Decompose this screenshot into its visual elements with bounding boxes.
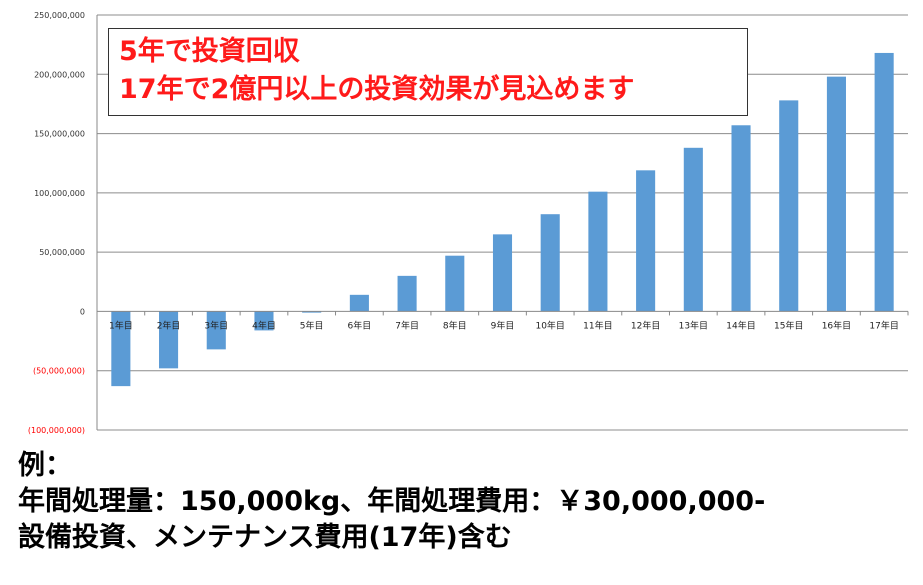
example-note: 例： 年間処理量：150,000kg、年間処理費用：￥30,000,000- 設…	[18, 448, 765, 556]
x-tick-label: 15年目	[774, 319, 803, 331]
y-tick-label: 100,000,000	[34, 189, 85, 198]
y-tick-label: 250,000,000	[34, 11, 85, 20]
x-tick-label: 12年目	[631, 319, 660, 331]
bar	[826, 76, 846, 312]
bar	[302, 311, 322, 313]
x-tick-label: 16年目	[822, 319, 851, 331]
y-tick-label: 50,000,000	[39, 248, 85, 257]
x-axis-ticks: 1年目 2年目 3年目 4年目 5年目 6年目 7年目 8年目 9年目 10年目 11年目 12年目 1…	[109, 311, 909, 331]
bar	[540, 214, 560, 312]
x-tick-label: 11年目	[583, 319, 612, 331]
bar	[636, 170, 656, 312]
bar	[445, 255, 465, 312]
bar	[349, 294, 369, 312]
callout-box: 5年で投資回収 17年で2億円以上の投資効果が見込めます	[108, 28, 748, 116]
bar	[492, 234, 513, 312]
x-tick-label: 6年目	[348, 319, 372, 331]
x-tick-label: 13年目	[679, 319, 708, 331]
bar	[731, 125, 751, 312]
bar-chart: 250,000,000 200,000,000 150,000,000 100,000…	[28, 11, 909, 435]
bar	[397, 275, 417, 312]
x-tick-label: 3年目	[204, 319, 228, 331]
x-tick-label: 9年目	[491, 319, 515, 331]
x-tick-label: 14年目	[726, 319, 755, 331]
y-tick-label: (100,000,000)	[28, 426, 85, 435]
x-tick-label: 17年目	[869, 319, 898, 331]
note-line-2: 年間処理量：150,000kg、年間処理費用：￥30,000,000-	[18, 486, 766, 517]
y-tick-label: (50,000,000)	[33, 367, 85, 376]
bars	[111, 52, 894, 387]
x-tick-label: 2年目	[157, 319, 181, 331]
bar	[683, 147, 703, 312]
note-line-1: 例：	[18, 450, 72, 481]
x-tick-label: 7年目	[395, 319, 419, 331]
x-tick-label: 8年目	[443, 319, 467, 331]
bar	[254, 311, 274, 331]
y-tick-label: 150,000,000	[34, 130, 85, 139]
note-line-3: 設備投資、メンテナンス費用(17年)含む	[18, 522, 512, 553]
x-tick-label: 1年目	[109, 319, 133, 331]
bar	[588, 191, 608, 312]
bar	[779, 100, 799, 312]
x-tick-label: 4年目	[252, 319, 276, 331]
bar	[111, 311, 131, 387]
y-tick-label: 200,000,000	[34, 70, 85, 79]
bar	[206, 311, 226, 350]
y-axis-ticks: 250,000,000 200,000,000 150,000,000 100,000…	[28, 11, 85, 435]
y-tick-label: 0	[80, 307, 85, 316]
bar	[159, 311, 179, 369]
x-tick-label: 5年目	[300, 319, 324, 331]
callout-line-2: 17年で2億円以上の投資効果が見込めます	[119, 74, 635, 105]
x-tick-label: 10年目	[535, 319, 564, 331]
callout-line-1: 5年で投資回収	[119, 36, 300, 67]
bar	[874, 52, 894, 312]
